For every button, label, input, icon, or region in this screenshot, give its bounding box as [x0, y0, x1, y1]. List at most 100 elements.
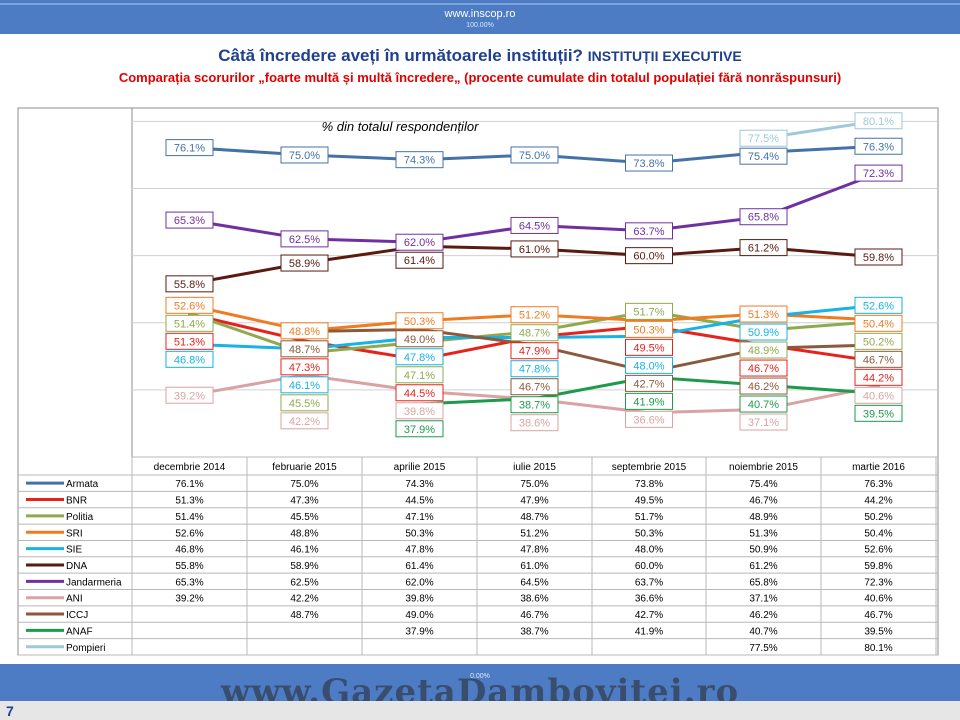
data-label-box	[395, 251, 444, 269]
data-label-box	[854, 386, 903, 404]
table-cell-value: 50.9%	[749, 545, 777, 556]
data-label: 49.0%	[404, 334, 435, 346]
data-label: 46.1%	[289, 380, 320, 392]
data-label-box	[165, 314, 214, 332]
data-label: 41.9%	[633, 396, 664, 408]
table-cell-value: 37.1%	[749, 594, 777, 605]
table-cell-value: 73.8%	[635, 479, 663, 490]
data-label: 75.0%	[519, 150, 550, 162]
data-label: 42.7%	[633, 378, 664, 390]
table-cell-value: 38.7%	[520, 626, 548, 637]
data-label: 75.4%	[748, 151, 779, 163]
data-label: 42.2%	[289, 416, 320, 428]
data-label-box	[280, 394, 329, 412]
data-label-box	[510, 396, 559, 414]
legend-label: Armata	[66, 479, 99, 490]
data-label: 46.7%	[863, 354, 894, 366]
data-label: 52.6%	[863, 300, 894, 312]
data-label: 51.3%	[748, 309, 779, 321]
data-label: 49.5%	[633, 342, 664, 354]
data-label: 37.1%	[748, 417, 779, 429]
data-label-box	[854, 350, 903, 368]
footer-bar: 0.00%	[0, 664, 960, 701]
table-cell-value: 40.7%	[749, 626, 777, 637]
data-label: 50.4%	[863, 318, 894, 330]
data-label-box	[395, 384, 444, 402]
data-label: 50.2%	[863, 336, 894, 348]
data-label: 47.9%	[519, 346, 550, 358]
data-label: 61.0%	[519, 244, 550, 256]
table-cell-value: 50.3%	[635, 528, 663, 539]
data-label-box	[395, 348, 444, 366]
table-cell-value: 46.1%	[290, 545, 318, 556]
data-label-box	[854, 164, 903, 182]
table-cell-value: 75.4%	[749, 479, 777, 490]
data-label-box	[165, 350, 214, 368]
table-cell-value: 65.8%	[749, 577, 777, 588]
data-label-box	[739, 395, 788, 413]
data-label: 46.7%	[748, 363, 779, 375]
table-cell-value: 39.2%	[175, 594, 203, 605]
data-label-box	[854, 296, 903, 314]
data-label-box	[395, 402, 444, 420]
data-label: 59.8%	[863, 252, 894, 264]
table-cell-value: 51.4%	[175, 512, 203, 523]
table-cell-value: 47.8%	[405, 545, 433, 556]
data-label: 50.9%	[748, 327, 779, 339]
legend-label: Politia	[66, 512, 94, 523]
x-tick-label: iulie 2015	[513, 462, 556, 473]
legend-label: ANAF	[66, 626, 93, 637]
data-label-box	[854, 332, 903, 350]
data-label-box	[625, 392, 673, 410]
data-label: 60.0%	[633, 251, 664, 263]
data-label-box	[739, 208, 788, 226]
table-cell-value: 39.5%	[864, 626, 892, 637]
data-label-box	[854, 314, 903, 332]
table-cell-value: 75.0%	[290, 479, 318, 490]
slide-title: Câtă încredere aveți în următoarele inst…	[0, 46, 960, 66]
legend-label: BNR	[66, 496, 87, 507]
data-label: 46.7%	[519, 382, 550, 394]
data-label-box	[280, 340, 329, 358]
table-cell-value: 61.2%	[749, 561, 777, 572]
table-cell-value: 49.5%	[635, 496, 663, 507]
data-label-box	[280, 230, 329, 248]
data-label: 76.1%	[174, 143, 205, 155]
data-label-box	[739, 323, 788, 341]
data-label-box	[625, 338, 673, 356]
data-label: 51.7%	[633, 306, 664, 318]
data-label: 47.3%	[289, 362, 320, 374]
data-label-box	[739, 305, 788, 323]
data-label-box	[625, 302, 673, 320]
data-label-box	[280, 254, 329, 272]
data-label: 77.5%	[748, 133, 779, 145]
data-label-box	[165, 211, 214, 229]
table-cell-value: 38.6%	[520, 594, 548, 605]
table-cell-value: 39.8%	[405, 594, 433, 605]
data-label: 80.1%	[863, 116, 894, 128]
data-label: 63.7%	[633, 226, 664, 238]
footer-strip	[0, 701, 960, 720]
table-cell-value: 51.3%	[175, 496, 203, 507]
table-cell-value: 63.7%	[635, 577, 663, 588]
table-cell-value: 48.8%	[290, 528, 318, 539]
title-sub: INSTITUȚII EXECUTIVE	[587, 48, 742, 64]
legend-label: ICCJ	[66, 610, 88, 621]
data-label-box	[739, 147, 788, 165]
data-label-box	[165, 275, 214, 293]
data-label-box	[395, 330, 444, 348]
data-label-box	[395, 151, 444, 169]
x-tick-label: martie 2016	[852, 462, 905, 473]
table-cell-value: 44.5%	[405, 496, 433, 507]
table-cell-value: 47.1%	[405, 512, 433, 523]
data-label: 61.2%	[748, 243, 779, 255]
table-cell-value: 46.7%	[749, 496, 777, 507]
data-label: 40.7%	[748, 399, 779, 411]
data-label-box	[165, 139, 214, 157]
data-label: 48.8%	[289, 326, 320, 338]
progress-label: 100.00%	[466, 22, 494, 29]
data-label: 61.4%	[404, 255, 435, 267]
table-cell-value: 50.3%	[405, 528, 433, 539]
data-label: 44.5%	[404, 388, 435, 400]
